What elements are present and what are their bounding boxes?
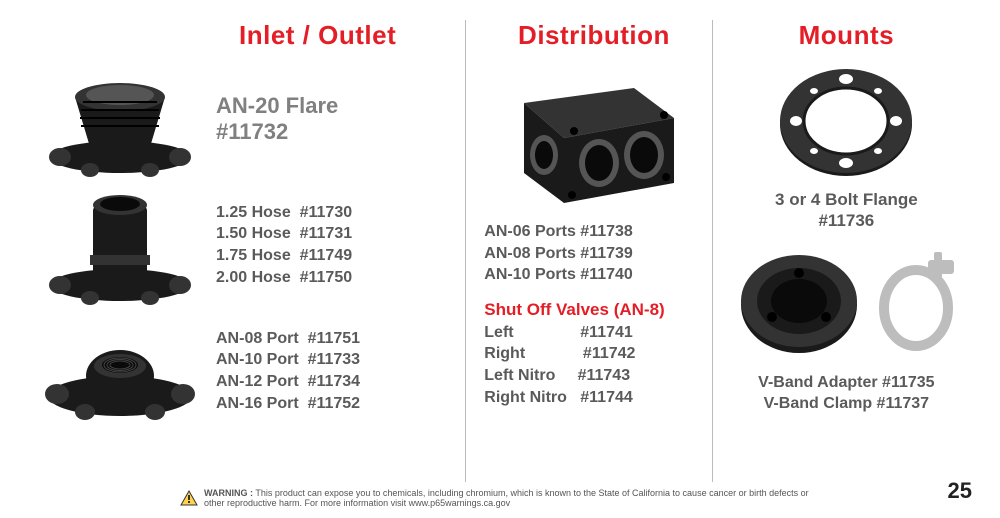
distribution-block-image xyxy=(476,63,711,213)
port-fitting-image xyxy=(30,311,210,431)
inlet-outlet-heading: Inlet / Outlet xyxy=(30,20,465,51)
column-inlet-outlet: Inlet / Outlet xyxy=(30,20,465,482)
bolt-flange-image xyxy=(723,59,970,189)
part-line: AN-12 Port #11734 xyxy=(216,371,360,393)
part-line: AN-10 Port #11733 xyxy=(216,349,360,371)
prop65-warning: WARNING : This product can expose you to… xyxy=(180,488,820,508)
port-part-list: AN-08 Port #11751 AN-10 Port #11733 AN-1… xyxy=(216,328,360,414)
vband-image xyxy=(723,240,970,370)
warning-icon xyxy=(180,490,198,506)
part-line: AN-06 Ports #11738 xyxy=(484,221,711,243)
shut-off-part-list: Left #11741 Right #11742 Left Nitro #117… xyxy=(476,322,711,408)
part-line: AN-08 Ports #11739 xyxy=(484,243,711,265)
part-line: AN-08 Port #11751 xyxy=(216,328,360,350)
inlet-row-flare: AN-20 Flare #11732 xyxy=(30,59,465,179)
warning-body: This product can expose you to chemicals… xyxy=(204,488,809,508)
inlet-row-hose: 1.25 Hose #11730 1.50 Hose #11731 1.75 H… xyxy=(30,185,465,305)
part-line: AN-10 Ports #11740 xyxy=(484,264,711,286)
part-line: Right #11742 xyxy=(484,343,711,365)
warning-text: WARNING : This product can expose you to… xyxy=(204,488,820,508)
part-line: AN-16 Port #11752 xyxy=(216,393,360,415)
flare-part-number: #11732 xyxy=(216,119,338,145)
warning-label: WARNING : xyxy=(204,488,253,498)
flange-name: 3 or 4 Bolt Flange xyxy=(723,189,970,210)
column-mounts: Mounts 3 or 4 Bolt Fl xyxy=(713,20,970,482)
hose-part-list: 1.25 Hose #11730 1.50 Hose #11731 1.75 H… xyxy=(216,202,352,288)
part-line: V-Band Clamp #11737 xyxy=(723,393,970,415)
bolt-flange-caption: 3 or 4 Bolt Flange #11736 xyxy=(723,189,970,232)
distribution-heading: Distribution xyxy=(476,20,711,51)
shut-off-heading: Shut Off Valves (AN-8) xyxy=(476,300,711,320)
part-line: Left #11741 xyxy=(484,322,711,344)
part-line: V-Band Adapter #11735 xyxy=(723,372,970,394)
distribution-part-list: AN-06 Ports #11738 AN-08 Ports #11739 AN… xyxy=(476,221,711,286)
flare-fitting-image xyxy=(30,59,210,179)
part-line: 2.00 Hose #11750 xyxy=(216,267,352,289)
part-line: Left Nitro #11743 xyxy=(484,365,711,387)
part-line: 1.50 Hose #11731 xyxy=(216,223,352,245)
hose-fitting-image xyxy=(30,185,210,305)
flare-name: AN-20 Flare xyxy=(216,93,338,119)
part-line: 1.25 Hose #11730 xyxy=(216,202,352,224)
page-number: 25 xyxy=(948,478,972,504)
vband-part-list: V-Band Adapter #11735 V-Band Clamp #1173… xyxy=(723,372,970,415)
flange-part-number: #11736 xyxy=(723,210,970,231)
inlet-row-port: AN-08 Port #11751 AN-10 Port #11733 AN-1… xyxy=(30,311,465,431)
mounts-heading: Mounts xyxy=(723,20,970,51)
part-line: 1.75 Hose #11749 xyxy=(216,245,352,267)
column-distribution: Distribution xyxy=(465,20,712,482)
part-line: Right Nitro #11744 xyxy=(484,387,711,409)
